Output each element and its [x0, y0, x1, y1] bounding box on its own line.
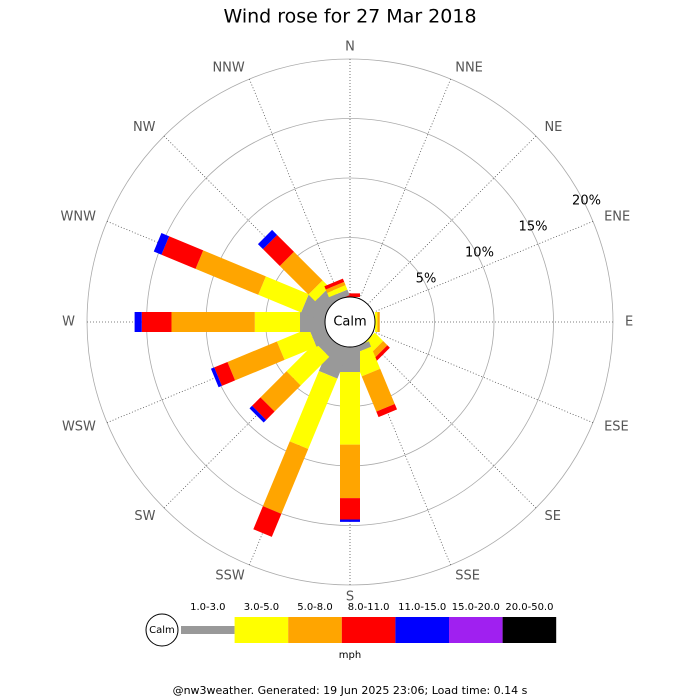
direction-label: WSW — [62, 420, 96, 435]
bar-segment — [340, 519, 360, 522]
legend-label: 11.0-15.0 — [398, 602, 446, 613]
bar-segment — [257, 229, 278, 250]
legend-calm — [145, 613, 179, 647]
spoke — [367, 339, 537, 509]
legend-label: 8.0-11.0 — [348, 602, 390, 613]
legend-label: 5.0-8.0 — [297, 602, 332, 613]
direction-label: NNW — [212, 60, 244, 75]
direction-label: SE — [544, 509, 560, 524]
calm-label: Calm — [333, 315, 366, 330]
bar-segment — [210, 367, 222, 388]
spoke — [372, 220, 594, 313]
bar-segment — [262, 441, 309, 514]
direction-label: SW — [134, 509, 155, 524]
direction-label: ENE — [604, 209, 630, 224]
legend-swatch — [395, 617, 449, 643]
ring-label: 15% — [519, 219, 548, 234]
direction-label: S — [346, 590, 354, 605]
legend-label: 1.0-3.0 — [190, 602, 225, 613]
bar-segment — [134, 312, 142, 332]
direction-label: N — [345, 40, 355, 55]
direction-label: SSE — [455, 569, 480, 584]
legend-label: 15.0-20.0 — [452, 602, 500, 613]
legend-swatch — [234, 617, 289, 643]
bar-segment — [161, 236, 204, 269]
bar-segment — [258, 276, 309, 313]
legend-unit: mph — [339, 650, 361, 661]
bar-segment — [141, 312, 172, 332]
bar-segment — [254, 312, 301, 332]
direction-label: E — [625, 315, 633, 330]
spoke — [372, 331, 594, 424]
legend-label: 20.0-50.0 — [505, 602, 553, 613]
calm-circle — [324, 296, 376, 348]
bar-segment — [286, 342, 330, 386]
legend-swatch — [341, 617, 396, 643]
bar-segment — [324, 278, 345, 290]
bar-segment — [340, 444, 360, 499]
legend-label: 3.0-5.0 — [244, 602, 279, 613]
bar-segment — [260, 371, 301, 412]
bar-segment — [253, 506, 282, 537]
bar-segment — [340, 498, 360, 520]
bar-segment — [249, 405, 267, 423]
direction-label: WNW — [60, 209, 96, 224]
bar-segment — [340, 371, 360, 445]
bar-segment — [279, 251, 323, 295]
chart-title: Wind rose for 27 Mar 2018 — [223, 6, 476, 28]
footer: @nw3weather. Generated: 19 Jun 2025 23:0… — [173, 684, 528, 697]
bar-segment — [171, 312, 255, 332]
bar-segment — [153, 233, 170, 255]
ring-label: 10% — [465, 246, 494, 261]
spoke — [367, 135, 537, 305]
bar-segment — [276, 328, 317, 360]
bar-segment — [361, 368, 395, 412]
bar-segment — [328, 289, 350, 303]
bar-segment — [252, 397, 275, 420]
legend-swatch — [181, 626, 235, 634]
legend-swatch — [502, 617, 557, 643]
bar-segment — [195, 250, 266, 295]
bar-segment — [377, 312, 380, 332]
ring-label: 5% — [416, 272, 437, 287]
bar-segment — [289, 370, 338, 449]
direction-label: NW — [133, 120, 156, 135]
bar-segment — [308, 280, 330, 302]
legend-swatch — [288, 617, 342, 643]
direction-label: NE — [544, 120, 562, 135]
legend-calm-label: Calm — [149, 625, 175, 636]
bar-segment — [214, 361, 236, 386]
bar-segment — [318, 341, 350, 379]
bar-segment — [373, 345, 390, 362]
bar-segment — [327, 285, 348, 298]
legend-swatch — [449, 617, 503, 643]
bar-segment — [227, 341, 285, 381]
bar-segment — [375, 312, 378, 332]
direction-label: SSW — [215, 569, 245, 584]
spoke — [359, 78, 452, 300]
bar-segment — [262, 234, 294, 266]
bar-segment — [376, 403, 398, 418]
spoke — [248, 78, 341, 300]
direction-label: NNE — [455, 60, 483, 75]
direction-label: W — [62, 315, 75, 330]
direction-label: ESE — [604, 420, 629, 435]
bar-segment — [325, 281, 346, 293]
ring-label: 20% — [572, 193, 601, 208]
